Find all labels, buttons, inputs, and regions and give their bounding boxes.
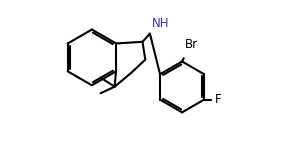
Text: Br: Br	[185, 38, 199, 51]
Text: F: F	[215, 93, 221, 106]
Text: NH: NH	[152, 17, 170, 30]
